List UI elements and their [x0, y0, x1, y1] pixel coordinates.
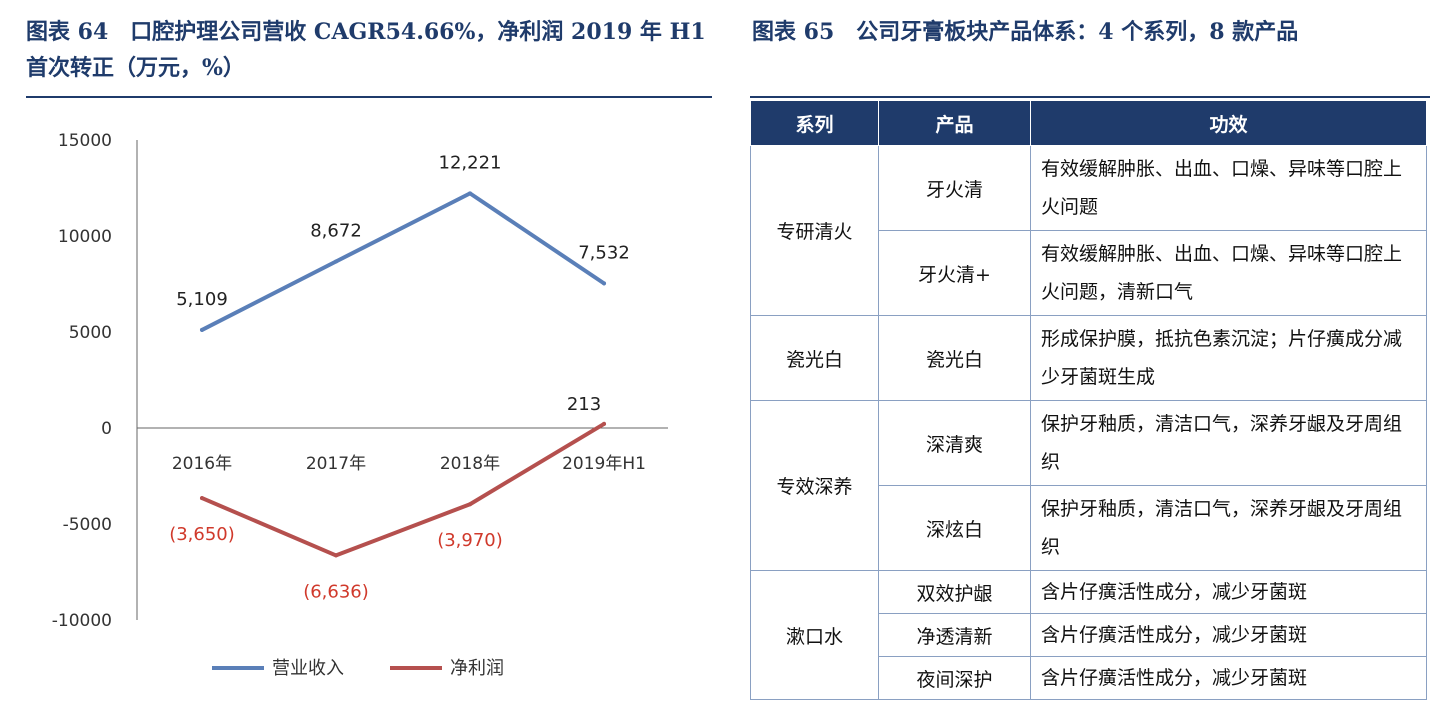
- y-tick-label: -10000: [52, 611, 112, 631]
- x-tick-label: 2018年: [440, 454, 500, 474]
- figure-64-title: 图表 64 口腔护理公司营收 CAGR54.66%，净利润 2019 年 H1 …: [26, 19, 706, 81]
- line-chart: 15000 10000 5000 0 -5000 -10000 2016年 2017年 2018…: [26, 110, 712, 710]
- product-table: 系列 产品 功效 专研清火 牙火清 有效缓解肿胀、出血、口燥、异味等口腔上火问题…: [750, 100, 1427, 700]
- figure-65-title: 图表 65 公司牙膏板块产品体系：4 个系列，8 款产品: [752, 19, 1299, 45]
- effect-cell: 保护牙釉质，清洁口气，深养牙龈及牙周组织: [1030, 400, 1427, 486]
- series-cell: 专效深养: [750, 400, 879, 571]
- data-point: [468, 191, 472, 196]
- series-cell: 漱口水: [750, 570, 879, 700]
- table-row: 专效深养 深清爽 保护牙釉质，清洁口气，深养牙龈及牙周组织: [750, 400, 1427, 571]
- y-tick-label: 15000: [58, 131, 112, 151]
- data-point: [200, 327, 204, 332]
- table-row: 漱口水 双效护龈 含片仔癀活性成分，减少牙菌斑: [750, 570, 1427, 700]
- series-line-1: [200, 421, 606, 558]
- data-label: 12,221: [439, 152, 502, 173]
- series-cell: 专研清火: [750, 145, 879, 316]
- data-label: 213: [567, 394, 601, 415]
- table-row: 牙火清+ 有效缓解肿胀、出血、口燥、异味等口腔上火问题，清新口气: [751, 230, 1427, 316]
- data-point: [602, 421, 606, 426]
- y-tick-label: -5000: [63, 515, 112, 535]
- series-line-0: [200, 191, 606, 332]
- table-row: 净透清新 含片仔癀活性成分，减少牙菌斑: [751, 613, 1427, 657]
- product-cell: 瓷光白: [878, 315, 1031, 401]
- product-table-wrapper: 系列 产品 功效 专研清火 牙火清 有效缓解肿胀、出血、口燥、异味等口腔上火问题…: [750, 100, 1430, 700]
- effect-cell: 含片仔癀活性成分，减少牙菌斑: [1030, 570, 1427, 614]
- data-point: [468, 502, 472, 507]
- x-tick-label: 2017年: [306, 454, 366, 474]
- product-cell: 夜间深护: [878, 656, 1031, 700]
- figure-64-rule: [26, 96, 712, 98]
- series-cell: 瓷光白: [750, 315, 879, 401]
- data-point: [334, 259, 338, 264]
- product-cell: 牙火清: [878, 145, 1031, 231]
- data-point: [602, 281, 606, 286]
- product-cell: 深清爽: [878, 400, 1031, 486]
- x-tick-label: 2016年: [172, 454, 232, 474]
- header-product: 产品: [878, 100, 1031, 146]
- header-effect: 功效: [1030, 100, 1427, 146]
- figure-65-rule: [750, 96, 1430, 98]
- data-label: (3,650): [169, 524, 235, 545]
- y-tick-label: 0: [101, 419, 112, 439]
- legend-label-net-profit: 净利润: [450, 658, 504, 679]
- table-row: 专研清火 牙火清 有效缓解肿胀、出血、口燥、异味等口腔上火问题: [750, 145, 1427, 316]
- data-label: 7,532: [578, 242, 630, 263]
- product-cell: 净透清新: [878, 613, 1031, 657]
- header-series: 系列: [750, 100, 879, 146]
- data-point: [334, 553, 338, 558]
- effect-cell: 保护牙釉质，清洁口气，深养牙龈及牙周组织: [1030, 485, 1427, 571]
- data-point: [200, 496, 204, 501]
- table-row: 瓷光白 瓷光白 形成保护膜，抵抗色素沉淀；片仔癀成分减少牙菌斑生成: [750, 315, 1427, 401]
- table-header-row: 系列 产品 功效: [750, 100, 1427, 146]
- data-label: 8,672: [310, 220, 362, 241]
- effect-cell: 形成保护膜，抵抗色素沉淀；片仔癀成分减少牙菌斑生成: [1030, 315, 1427, 401]
- product-cell: 深炫白: [878, 485, 1031, 571]
- x-tick-label: 2019年H1: [562, 454, 646, 474]
- chart-canvas: 15000 10000 5000 0 -5000 -10000 2016年 2017年 2018…: [52, 131, 668, 679]
- table-row: 夜间深护 含片仔癀活性成分，减少牙菌斑: [751, 656, 1427, 700]
- y-tick-label: 10000: [58, 227, 112, 247]
- effect-cell: 有效缓解肿胀、出血、口燥、异味等口腔上火问题: [1030, 145, 1427, 231]
- data-label: (3,970): [437, 530, 503, 551]
- product-cell: 双效护龈: [878, 570, 1031, 614]
- data-label: 5,109: [176, 289, 228, 310]
- effect-cell: 有效缓解肿胀、出血、口燥、异味等口腔上火问题，清新口气: [1030, 230, 1427, 316]
- effect-cell: 含片仔癀活性成分，减少牙菌斑: [1030, 656, 1427, 700]
- effect-cell: 含片仔癀活性成分，减少牙菌斑: [1030, 613, 1427, 657]
- y-tick-label: 5000: [69, 323, 112, 343]
- product-cell: 牙火清+: [878, 230, 1031, 316]
- data-label: (6,636): [303, 581, 369, 602]
- legend-label-revenue: 营业收入: [272, 658, 344, 679]
